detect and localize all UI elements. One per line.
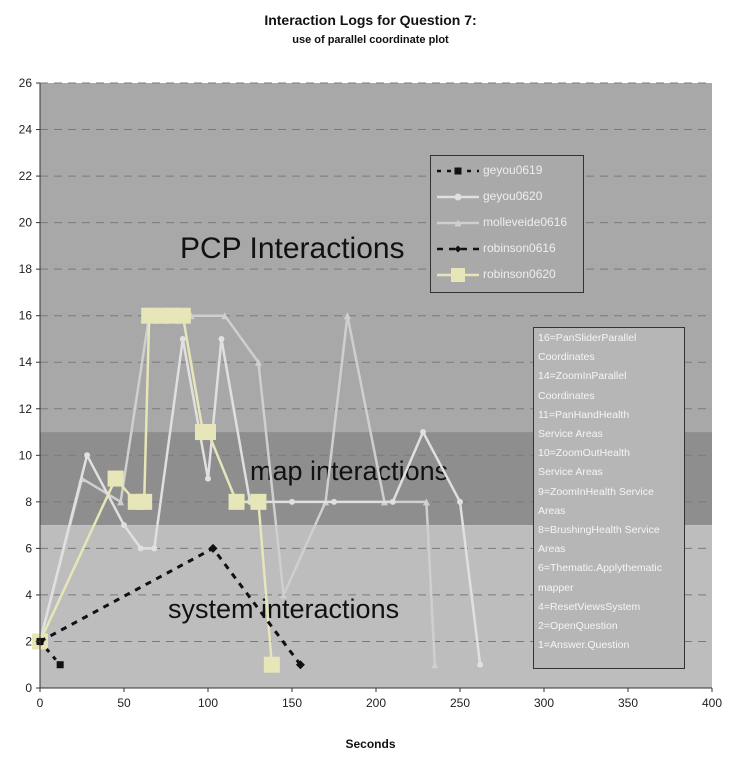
data-point xyxy=(331,498,337,505)
data-point xyxy=(454,245,462,253)
data-point xyxy=(454,167,462,175)
action-code-line: mapper xyxy=(538,581,574,594)
action-code-line: 4=ResetViewsSystem xyxy=(538,600,641,613)
chart-subtitle: use of parallel coordinate plot xyxy=(292,34,449,46)
x-axis-label: Seconds xyxy=(345,737,396,751)
data-point xyxy=(431,661,439,669)
series-robinson0620 xyxy=(32,307,280,673)
y-tick-label: 2 xyxy=(25,634,32,648)
action-code-line: Areas xyxy=(538,504,566,517)
action-code-line: 10=ZoomOutHealth xyxy=(538,447,630,460)
x-tick-label: 150 xyxy=(282,696,302,710)
legend-label: geyou0620 xyxy=(483,189,543,203)
data-point xyxy=(228,493,245,510)
y-tick-label: 18 xyxy=(19,262,33,276)
action-code-line: 1=Answer.Question xyxy=(538,639,630,652)
x-tick-label: 0 xyxy=(37,696,44,710)
action-code-line: Service Areas xyxy=(538,428,603,440)
y-tick-label: 0 xyxy=(25,681,32,695)
action-code-line: 8=BrushingHealth Service xyxy=(538,524,660,536)
data-point xyxy=(117,498,125,506)
action-code-legend: 16=PanSliderParallel Coordinates 14=ZoomIn… xyxy=(533,327,685,669)
legend-swatch-geyou0620 xyxy=(437,193,479,201)
legend-item: geyou0619 xyxy=(431,160,583,180)
y-tick-label: 26 xyxy=(19,76,33,90)
action-code-line: 14=ZoomInParallel xyxy=(538,370,627,383)
data-point xyxy=(457,498,463,505)
action-code-line: 11=PanHandHealth xyxy=(538,408,630,421)
action-code-line: Coordinates xyxy=(538,351,595,364)
x-tick-label: 350 xyxy=(618,696,638,710)
region-label: system interactions xyxy=(168,594,399,624)
x-tick-label: 50 xyxy=(117,696,131,710)
legend-label: molleveide0616 xyxy=(483,215,568,229)
data-point xyxy=(200,424,216,441)
legend-label: robinson0616 xyxy=(483,241,556,255)
chart-title: Interaction Logs for Question 7: xyxy=(264,12,477,28)
action-code-line: 16=PanSliderParallel xyxy=(538,332,637,344)
legend-item: robinson0616 xyxy=(431,238,583,258)
data-point xyxy=(137,545,144,552)
y-tick-label: 8 xyxy=(25,495,32,509)
data-point xyxy=(422,498,430,506)
legend-label: robinson0620 xyxy=(483,267,556,281)
y-tick-label: 14 xyxy=(19,355,33,369)
y-tick-label: 4 xyxy=(25,588,32,602)
y-tick-label: 10 xyxy=(19,448,33,462)
legend-swatch-robinson0620 xyxy=(437,268,479,282)
data-point xyxy=(151,545,158,552)
data-point xyxy=(218,335,225,342)
data-point xyxy=(84,452,91,459)
legend-item: molleveide0616 xyxy=(431,212,583,232)
data-point xyxy=(451,268,465,282)
data-point xyxy=(174,307,191,324)
data-point xyxy=(289,498,295,505)
data-point xyxy=(263,656,280,673)
legend-swatch-molleveide0616 xyxy=(437,219,479,227)
data-point xyxy=(250,493,267,510)
data-point xyxy=(136,493,153,510)
data-point xyxy=(56,661,64,669)
y-tick-label: 24 xyxy=(19,123,33,137)
data-point xyxy=(454,219,462,227)
x-tick-label: 250 xyxy=(450,696,470,710)
action-code-line: Areas xyxy=(538,543,566,556)
data-point xyxy=(420,429,427,436)
y-tick-label: 16 xyxy=(19,309,33,323)
data-point xyxy=(454,193,462,201)
data-point xyxy=(477,661,484,668)
data-point xyxy=(343,312,351,320)
region-label: map interactions xyxy=(250,456,448,486)
action-code-line: Coordinates xyxy=(538,389,595,402)
action-code-line: 9=ZoomInHealth Service xyxy=(538,485,654,498)
x-tick-label: 200 xyxy=(366,696,386,710)
x-tick-label: 100 xyxy=(198,696,218,710)
legend-label: geyou0619 xyxy=(483,163,543,177)
legend-swatch-robinson0616 xyxy=(437,245,479,253)
x-tick-label: 400 xyxy=(702,696,722,710)
data-point xyxy=(121,522,127,529)
legend-item: robinson0620 xyxy=(431,264,583,284)
action-code-line: 6=Thematic.Applythematic xyxy=(538,562,663,575)
action-code-line: 2=OpenQuestion xyxy=(538,620,618,632)
y-tick-label: 22 xyxy=(19,169,33,183)
x-tick-label: 300 xyxy=(534,696,554,710)
data-point xyxy=(389,498,396,505)
legend-swatch-geyou0619 xyxy=(437,167,479,175)
data-point xyxy=(280,591,288,599)
y-tick-label: 6 xyxy=(25,541,32,555)
data-point xyxy=(254,358,262,366)
data-point xyxy=(208,543,218,553)
legend: geyou0619 geyou0620 molleveide0616 robin… xyxy=(430,155,584,293)
data-point xyxy=(107,470,124,487)
region-label: PCP Interactions xyxy=(180,232,405,265)
data-point xyxy=(295,660,305,670)
y-tick-label: 20 xyxy=(19,216,33,230)
data-point xyxy=(179,335,186,342)
data-point xyxy=(205,475,211,482)
legend-item: geyou0620 xyxy=(431,186,583,206)
data-point xyxy=(221,312,229,320)
action-code-line: Service Areas xyxy=(538,466,603,479)
y-tick-label: 12 xyxy=(19,402,33,416)
